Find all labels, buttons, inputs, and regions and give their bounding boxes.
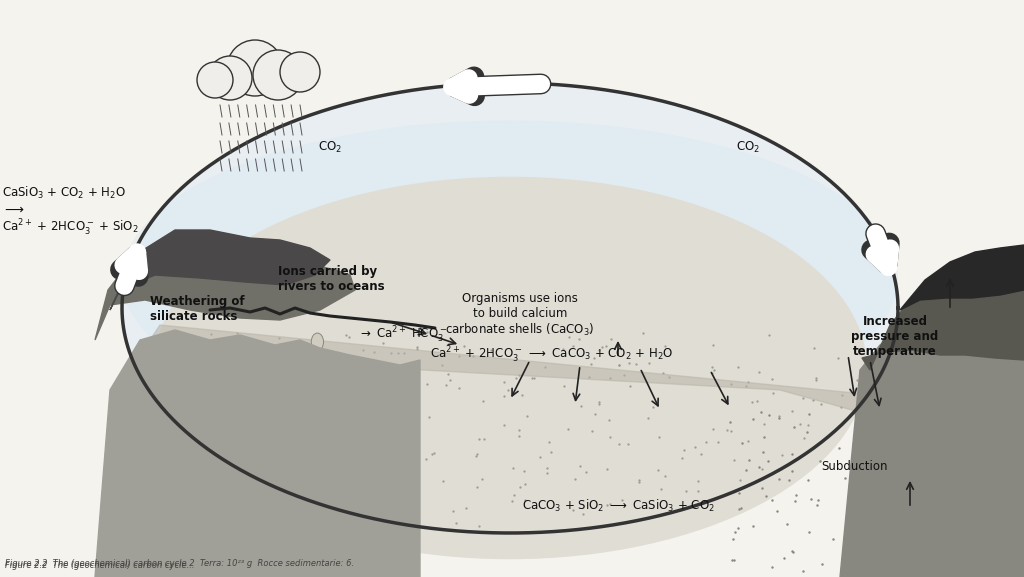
Text: CO$_2$: CO$_2$ [318,140,342,155]
Text: $\rightarrow$ Ca$^{2+}$ HCO$_3^-$: $\rightarrow$ Ca$^{2+}$ HCO$_3^-$ [358,325,447,345]
Polygon shape [900,245,1024,310]
Ellipse shape [182,353,201,362]
Ellipse shape [233,388,246,403]
Polygon shape [862,265,1024,370]
Text: Organisms use ions
to build calcium
carbonate shells (CaCO$_3$): Organisms use ions to build calcium carb… [445,292,595,339]
Ellipse shape [350,422,365,436]
Ellipse shape [274,398,288,412]
Text: Increased
pressure and
temperature: Increased pressure and temperature [851,315,939,358]
Ellipse shape [259,407,272,420]
Ellipse shape [259,346,270,360]
Ellipse shape [153,177,867,559]
Ellipse shape [143,372,156,385]
Polygon shape [110,230,330,310]
Ellipse shape [300,388,310,398]
Circle shape [227,40,283,96]
Text: Subduction: Subduction [821,460,888,473]
Ellipse shape [190,384,204,394]
Ellipse shape [140,361,152,374]
Polygon shape [150,325,874,415]
Text: Ions carried by
rivers to oceans: Ions carried by rivers to oceans [278,265,385,293]
Circle shape [197,62,233,98]
Ellipse shape [211,343,224,356]
Circle shape [253,50,303,100]
Ellipse shape [293,421,303,431]
Ellipse shape [315,381,335,392]
Text: $\longrightarrow$: $\longrightarrow$ [2,203,25,216]
Ellipse shape [122,121,898,436]
Ellipse shape [184,402,197,413]
Ellipse shape [216,342,228,353]
Ellipse shape [243,361,256,372]
Polygon shape [95,245,355,340]
Ellipse shape [204,341,214,359]
Text: Ca$^{2+}$ + 2HCO$_3^-$ + SiO$_2$: Ca$^{2+}$ + 2HCO$_3^-$ + SiO$_2$ [2,218,138,238]
Text: Weathering of
silicate rocks: Weathering of silicate rocks [150,295,245,323]
Ellipse shape [225,339,236,358]
Polygon shape [95,330,420,577]
Text: CO$_2$: CO$_2$ [736,140,760,155]
Ellipse shape [143,410,157,429]
Text: Figure 2.2  The (geochemical) carbon cycle...: Figure 2.2 The (geochemical) carbon cycl… [5,561,195,570]
Ellipse shape [200,382,218,391]
Ellipse shape [249,420,258,436]
Text: CaSiO$_3$ + CO$_2$ + H$_2$O: CaSiO$_3$ + CO$_2$ + H$_2$O [2,185,126,201]
Ellipse shape [122,83,898,533]
Text: Ca$^{2+}$ + 2HCO$_3^-$ $\longrightarrow$ CaCO$_3$ + CO$_2$ + H$_2$O: Ca$^{2+}$ + 2HCO$_3^-$ $\longrightarrow$… [430,345,673,365]
Circle shape [280,52,319,92]
Text: CaCO$_3$ + SiO$_2$ $\longrightarrow$ CaSiO$_3$ + CO$_2$: CaCO$_3$ + SiO$_2$ $\longrightarrow$ CaS… [521,498,715,514]
Ellipse shape [271,347,284,359]
Text: Figure 2.2  The (geochemical) carbon cycle 2  Terra: 10²³ g  Rocce sedimentarie:: Figure 2.2 The (geochemical) carbon cycl… [5,559,354,568]
Polygon shape [840,325,1024,577]
Ellipse shape [311,333,324,351]
Ellipse shape [304,360,323,373]
Circle shape [208,56,252,100]
Ellipse shape [345,387,361,395]
Ellipse shape [267,411,279,422]
Ellipse shape [269,415,286,427]
Ellipse shape [273,379,286,394]
